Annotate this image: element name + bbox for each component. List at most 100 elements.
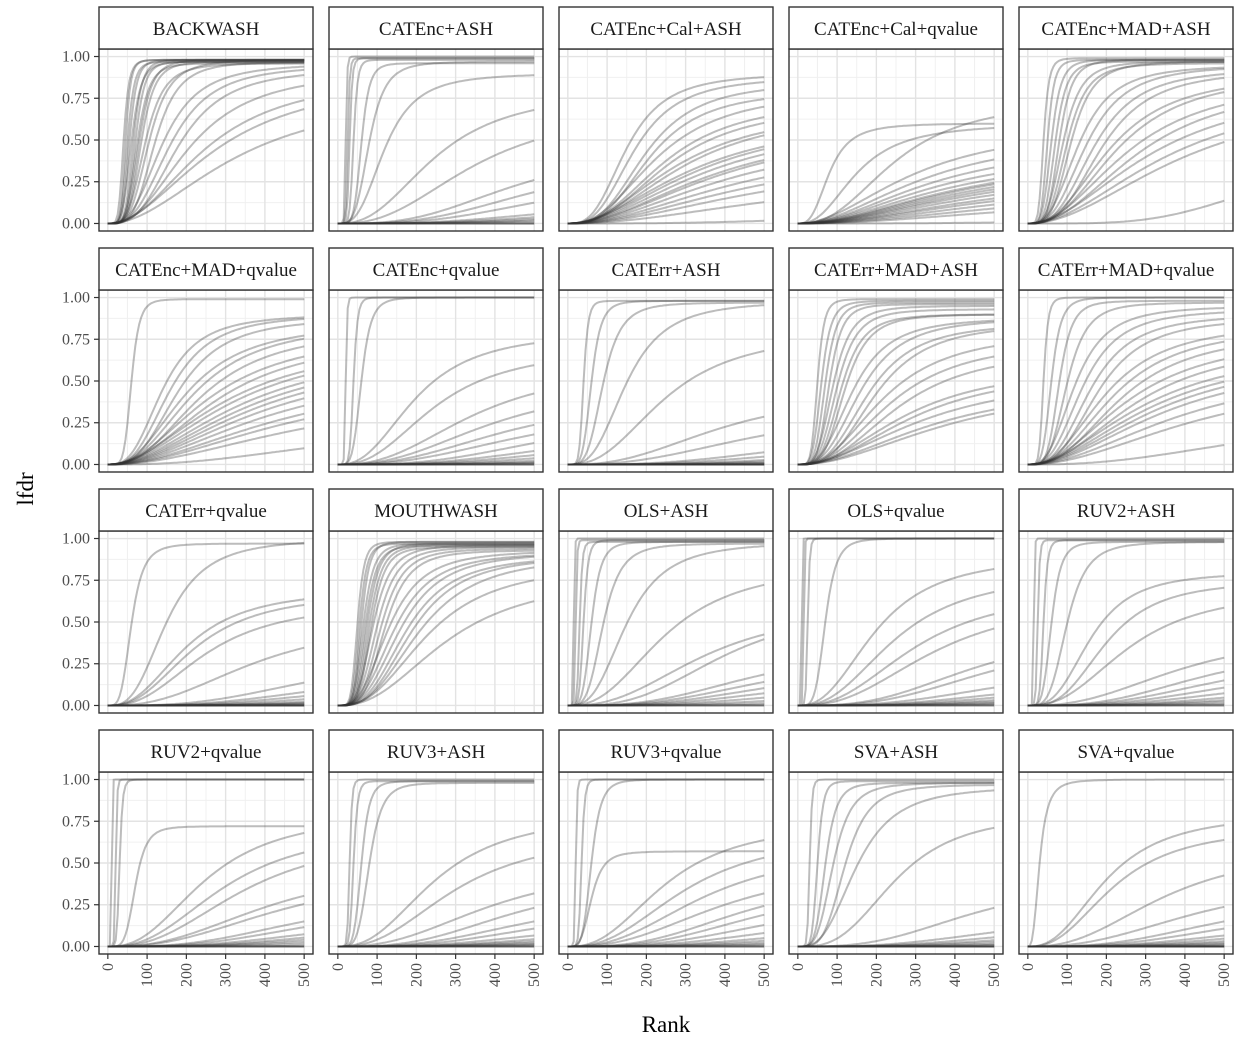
series-line [567,839,765,948]
series-line [107,337,305,466]
series-line [797,188,995,225]
series-line [567,159,765,225]
series-line [337,461,535,466]
y-tick-label: 0.50 [62,373,90,390]
series-line [567,176,765,225]
facet-title: CATEnc+ASH [379,19,493,40]
series-line [107,58,305,225]
series-line [1027,296,1225,466]
series-line [337,544,535,707]
series-line [797,173,995,225]
facet-strip [788,729,1004,773]
series-line [337,410,535,466]
series-line [797,158,995,225]
facet-panel: CATEnc+MAD+ASH [1018,6,1234,232]
series-line [107,99,305,225]
y-tick-label: 0.25 [62,415,90,432]
series-line [797,568,995,707]
series-line [107,62,305,225]
y-tick-label: 0.75 [62,90,90,107]
series-line [337,554,535,707]
facet-strip [328,729,544,773]
series-line [567,304,765,466]
series-line [1027,392,1225,466]
facet-title: CATErr+MAD+qvalue [1038,260,1215,281]
series-line [1027,307,1225,466]
series-line [567,680,765,707]
series-line [1027,66,1225,225]
series-line [1027,141,1225,225]
x-tick-label: 500 [296,963,313,987]
series-line [107,318,305,466]
series-line [567,924,765,948]
series-line [797,939,995,948]
series-line [567,89,765,225]
facet-panel: CATErr+qvalue 0.00 0.25 0.50 0.75 1.00 [62,488,314,714]
y-tick-label: 0.25 [62,656,90,673]
series-line [337,139,535,225]
series-line [1027,375,1225,466]
series-line [1027,539,1225,707]
y-tick-label: 0.75 [62,572,90,589]
series-line [337,942,535,948]
series-line [107,832,305,948]
y-tick-label: 1.00 [62,290,90,307]
series-line [567,633,765,707]
series-line [337,906,535,948]
series-line [797,197,995,225]
series-line [567,153,765,225]
series-line [107,542,305,707]
series-line [107,691,305,707]
facet-panel: OLS+qvalue [788,488,1004,714]
series-line [107,894,305,948]
facet-panel: RUV2+ASH [1018,488,1234,714]
series-line [337,58,535,225]
series-line [1027,318,1225,466]
facet-strip [1018,729,1234,773]
series-line [107,298,305,466]
series-line [107,62,305,225]
series-line [797,308,995,466]
series-line [337,545,535,707]
series-line [337,600,535,707]
series-line [107,355,305,466]
facet-title: RUV3+qvalue [611,742,722,763]
series-line [1027,199,1225,225]
series-line [107,58,305,225]
facet-strip [328,488,544,532]
series-line [797,944,995,948]
x-tick-label: 0 [1020,963,1037,971]
series-line [1027,444,1225,466]
facet-panel: CATEnc+qvalue [328,247,544,473]
facet-panel: CATEnc+ASH [328,6,544,232]
series-line [1027,60,1225,225]
series-line [337,364,535,466]
series-line [567,161,765,225]
series-line [567,461,765,466]
series-line [797,782,995,948]
series-line [797,537,995,707]
series-line [1027,91,1225,225]
series-line [567,540,765,707]
series-line [337,450,535,466]
series-line [1027,778,1225,948]
series-line [567,939,765,948]
x-tick-label: 400 [717,963,734,987]
x-tick-label: 0 [790,963,807,971]
series-line [797,221,995,225]
series-line [1027,702,1225,707]
x-tick-label: 400 [1177,963,1194,987]
y-tick-label: 0.00 [62,215,90,232]
series-line [797,193,995,225]
series-line [797,693,995,707]
series-line [797,116,995,225]
facet-panel: MOUTHWASH [328,488,544,714]
series-line [797,537,995,707]
facet-title: CATErr+MAD+ASH [814,260,978,281]
series-line [797,181,995,225]
series-line [337,542,535,707]
series-line [337,442,535,466]
series-line [567,168,765,225]
series-line [337,218,535,225]
